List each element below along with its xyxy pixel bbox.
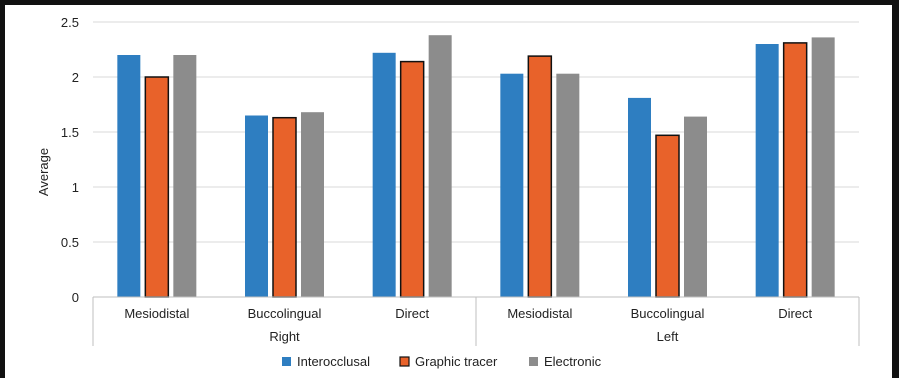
y-axis-label: Average xyxy=(36,148,51,196)
x-tick-label: Direct xyxy=(395,306,429,321)
x-group-label: Right xyxy=(269,329,300,344)
x-tick-label: Direct xyxy=(778,306,812,321)
legend-label: Graphic tracer xyxy=(415,354,498,369)
legend-swatch xyxy=(399,356,410,367)
x-group-label: Left xyxy=(657,329,679,344)
bar xyxy=(500,73,524,297)
legend-swatch xyxy=(282,357,291,366)
bar xyxy=(556,73,580,297)
legend: Interocclusal Graphic tracer Electronic xyxy=(282,354,602,369)
bar xyxy=(811,37,835,298)
bar xyxy=(399,60,425,298)
bar xyxy=(144,76,170,298)
y-tick-label: 0 xyxy=(72,290,79,305)
bar xyxy=(117,55,141,297)
x-tick-label: Mesiodistal xyxy=(124,306,189,321)
gridlines xyxy=(93,21,859,243)
y-tick-label: 1 xyxy=(72,180,79,195)
x-tick-label: Buccolingual xyxy=(631,306,705,321)
y-tick-label: 1.5 xyxy=(61,125,79,140)
legend-label: Electronic xyxy=(544,354,602,369)
bar xyxy=(527,55,553,298)
x-tick-label: Mesiodistal xyxy=(507,306,572,321)
bar xyxy=(655,134,680,298)
x-axis: Mesiodistal Buccolingual Direct Mesiodistal… xyxy=(92,296,860,346)
frame-border-right xyxy=(892,0,899,378)
frame-border-left xyxy=(0,0,5,378)
legend-swatch xyxy=(529,357,538,366)
bar xyxy=(301,112,324,297)
bar xyxy=(684,116,707,297)
y-tick-label: 2.5 xyxy=(61,15,79,30)
bar xyxy=(428,35,452,297)
bar xyxy=(755,44,779,297)
bar xyxy=(173,55,197,297)
frame-border-top xyxy=(0,0,899,5)
y-tick-label: 2 xyxy=(72,70,79,85)
bar xyxy=(245,115,268,297)
bar xyxy=(628,97,651,298)
x-tick-label: Buccolingual xyxy=(248,306,322,321)
legend-label: Interocclusal xyxy=(297,354,370,369)
y-tick-label: 0.5 xyxy=(61,235,79,250)
bar-series xyxy=(117,35,835,298)
bar xyxy=(272,116,297,298)
bar xyxy=(372,52,396,297)
y-tick-labels: 0 0.5 1 1.5 2 2.5 xyxy=(61,15,79,305)
bar xyxy=(782,42,808,298)
